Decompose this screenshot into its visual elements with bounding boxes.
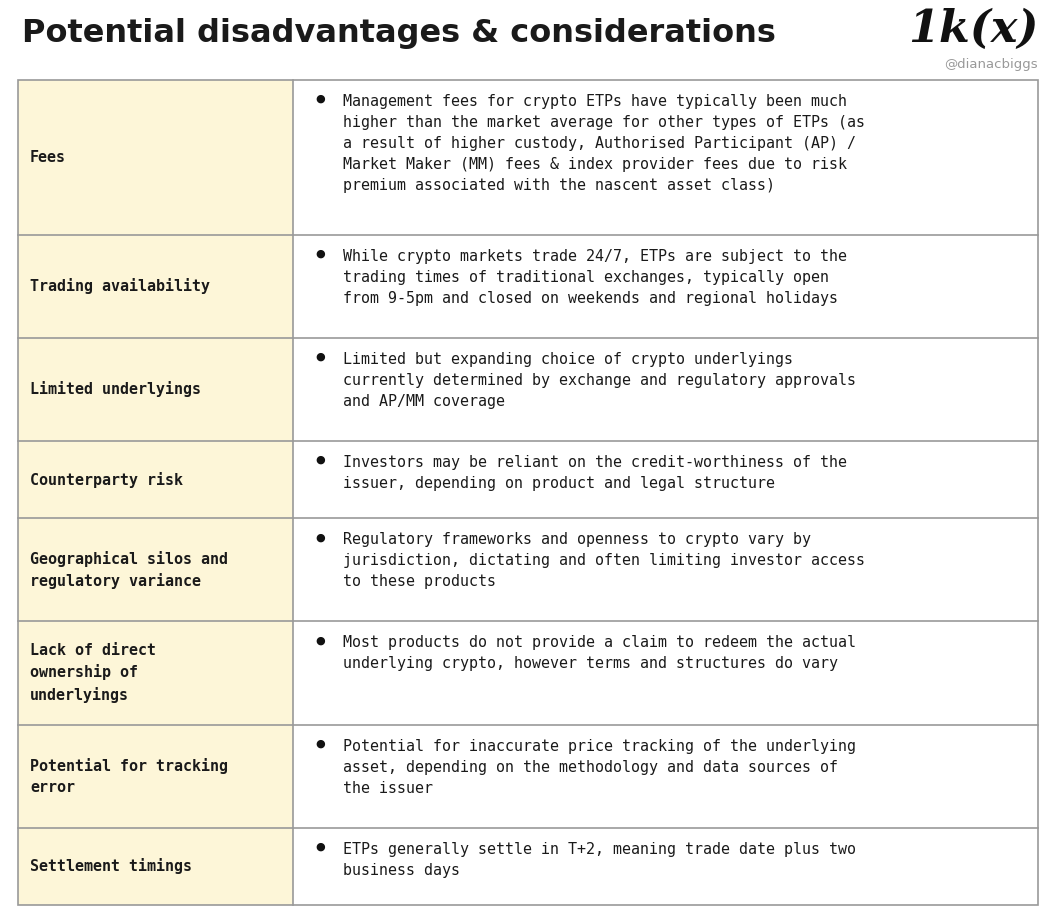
Text: ●: ●: [316, 94, 325, 104]
Text: Investors may be reliant on the credit-worthiness of the
issuer, depending on pr: Investors may be reliant on the credit-w…: [343, 455, 847, 490]
Text: Counterparty risk: Counterparty risk: [30, 471, 183, 488]
Bar: [18, 80, 294, 235]
Text: Geographical silos and
regulatory variance: Geographical silos and regulatory varian…: [30, 551, 228, 589]
Text: Limited but expanding choice of crypto underlyings
currently determined by excha: Limited but expanding choice of crypto u…: [343, 352, 856, 409]
Bar: [294, 80, 1038, 235]
Text: Settlement timings: Settlement timings: [30, 858, 192, 875]
Text: ●: ●: [316, 635, 325, 645]
Text: Potential disadvantages & considerations: Potential disadvantages & considerations: [22, 18, 776, 49]
Bar: [18, 828, 294, 905]
Text: Trading availability: Trading availability: [30, 278, 210, 294]
Bar: [294, 519, 1038, 622]
Text: While crypto markets trade 24/7, ETPs are subject to the
trading times of tradit: While crypto markets trade 24/7, ETPs ar…: [343, 248, 847, 306]
Text: ●: ●: [316, 739, 325, 749]
Bar: [294, 441, 1038, 519]
Text: Potential for tracking
error: Potential for tracking error: [30, 758, 228, 794]
Text: Potential for inaccurate price tracking of the underlying
asset, depending on th: Potential for inaccurate price tracking …: [343, 739, 856, 795]
Bar: [18, 441, 294, 519]
Bar: [294, 724, 1038, 828]
Bar: [294, 828, 1038, 905]
Text: Fees: Fees: [30, 150, 65, 165]
Text: @dianacbiggs: @dianacbiggs: [944, 58, 1038, 71]
Text: 1k(x): 1k(x): [907, 8, 1038, 51]
Bar: [18, 724, 294, 828]
Bar: [18, 235, 294, 338]
Text: ●: ●: [316, 352, 325, 362]
Text: ●: ●: [316, 842, 325, 852]
Text: Regulatory frameworks and openness to crypto vary by
jurisdiction, dictating and: Regulatory frameworks and openness to cr…: [343, 532, 866, 590]
Text: Management fees for crypto ETPs have typically been much
higher than the market : Management fees for crypto ETPs have typ…: [343, 94, 866, 193]
Bar: [18, 338, 294, 441]
Text: Limited underlyings: Limited underlyings: [30, 381, 201, 398]
Text: ●: ●: [316, 455, 325, 465]
Bar: [294, 235, 1038, 338]
Bar: [18, 519, 294, 622]
Bar: [294, 338, 1038, 441]
Text: Lack of direct
ownership of
underlyings: Lack of direct ownership of underlyings: [30, 643, 156, 703]
Text: ●: ●: [316, 532, 325, 542]
Text: Most products do not provide a claim to redeem the actual
underlying crypto, how: Most products do not provide a claim to …: [343, 635, 856, 672]
Text: ETPs generally settle in T+2, meaning trade date plus two
business days: ETPs generally settle in T+2, meaning tr…: [343, 842, 856, 877]
Bar: [294, 622, 1038, 724]
Text: ●: ●: [316, 248, 325, 258]
Bar: [18, 622, 294, 724]
